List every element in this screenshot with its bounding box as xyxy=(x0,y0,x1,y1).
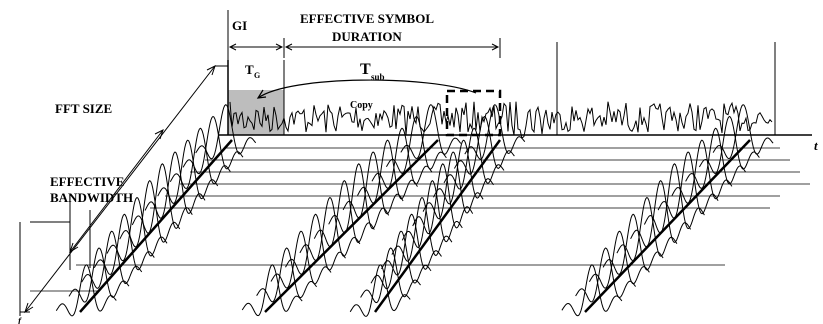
subcarrier-sinc xyxy=(391,196,453,262)
subcarrier-sinc xyxy=(55,264,117,317)
bundle-spine xyxy=(264,139,439,313)
subcarrier-sinc xyxy=(81,230,143,289)
subcarrier-sinc xyxy=(370,230,432,290)
subcarrier-sinc xyxy=(400,104,462,160)
subcarrier-bundle xyxy=(561,104,774,317)
bundle-spine xyxy=(584,139,751,313)
subcarrier-sinc xyxy=(643,163,705,234)
bandwidth-measures xyxy=(19,65,228,316)
subcarrier-sinc xyxy=(671,139,733,204)
effective-symbol-label-line2: DURATION xyxy=(332,29,402,44)
subcarrier-sinc xyxy=(453,115,515,175)
bundle-spine xyxy=(373,139,502,313)
subcarrier-sinc xyxy=(313,180,375,248)
subcarrier-sinc xyxy=(328,163,390,234)
tg-label: T xyxy=(245,62,254,77)
subcarrier-sinc xyxy=(241,264,303,317)
subcarrier-sinc xyxy=(195,104,257,160)
effective-bandwidth-label-line1: EFFECTIVE xyxy=(50,174,124,189)
frequency-axis-label: f xyxy=(18,316,22,324)
subcarrier-sinc xyxy=(357,139,418,204)
subcarrier-sinc xyxy=(270,230,332,289)
subcarrier-sinc xyxy=(93,213,155,276)
subcarrier-sinc xyxy=(385,115,447,174)
subcarrier-sinc xyxy=(657,151,719,219)
subcarrier-sinc xyxy=(360,247,421,304)
subcarrier-sinc xyxy=(685,127,747,189)
effective-symbol-label-line1: EFFECTIVE SYMBOL xyxy=(300,11,434,26)
subcarrier-sinc xyxy=(169,127,231,190)
subcarrier-sinc xyxy=(422,151,484,220)
time-axis-label: t xyxy=(814,138,818,153)
subcarrier-clusters xyxy=(55,104,774,317)
subcarrier-sinc xyxy=(342,151,404,219)
subcarrier-sinc xyxy=(349,264,411,317)
subcarrier-bundle xyxy=(241,104,462,317)
subcarrier-sinc xyxy=(106,196,168,262)
subcarrier-sinc xyxy=(381,213,442,276)
subcarrier-sinc xyxy=(68,247,130,303)
bundle-spine xyxy=(79,139,233,313)
subcarrier-sinc xyxy=(119,180,181,248)
subcarrier-sinc xyxy=(616,196,678,262)
subcarrier-sinc xyxy=(464,104,526,160)
subcarrier-sinc xyxy=(256,247,317,303)
tsub-label: T xyxy=(360,61,371,78)
subcarrier-sinc xyxy=(182,115,244,175)
subcarrier-sinc xyxy=(588,230,650,289)
fft-size-label: FFT SIZE xyxy=(55,101,112,116)
subcarrier-sinc xyxy=(433,139,494,205)
subcarrier-sinc xyxy=(299,196,361,261)
time-signal-panel xyxy=(218,42,812,140)
copy-label: Copy xyxy=(350,100,373,111)
duration-brackets xyxy=(227,10,501,60)
subcarrier-sinc xyxy=(144,151,206,219)
subcarrier-sinc xyxy=(575,247,636,303)
diagram-labels: GI EFFECTIVE SYMBOL DURATION T G T sub C… xyxy=(18,11,818,324)
subcarrier-bundle xyxy=(349,104,526,317)
time-domain-waveform xyxy=(229,101,773,140)
subcarrier-sinc xyxy=(131,163,193,234)
subcarrier-sinc xyxy=(157,139,219,204)
subcarrier-sinc xyxy=(401,180,463,249)
subcarrier-sinc xyxy=(371,127,433,189)
subcarrier-sinc xyxy=(561,264,623,317)
subcarrier-sinc xyxy=(698,115,760,175)
subcarrier-sinc xyxy=(602,213,664,275)
effective-bandwidth-label-line2: BANDWIDTH xyxy=(50,190,133,205)
copy-arrow xyxy=(257,79,477,99)
subcarrier-sinc xyxy=(443,127,505,190)
gi-label: GI xyxy=(232,18,247,33)
tg-subscript: G xyxy=(254,71,260,80)
subcarrier-sinc xyxy=(412,163,474,235)
subcarrier-sinc xyxy=(630,180,692,248)
tsub-subscript: sub xyxy=(371,72,385,82)
subcarrier-bundle xyxy=(55,104,257,317)
subcarrier-sinc xyxy=(712,104,774,160)
subcarrier-sinc xyxy=(285,213,346,275)
